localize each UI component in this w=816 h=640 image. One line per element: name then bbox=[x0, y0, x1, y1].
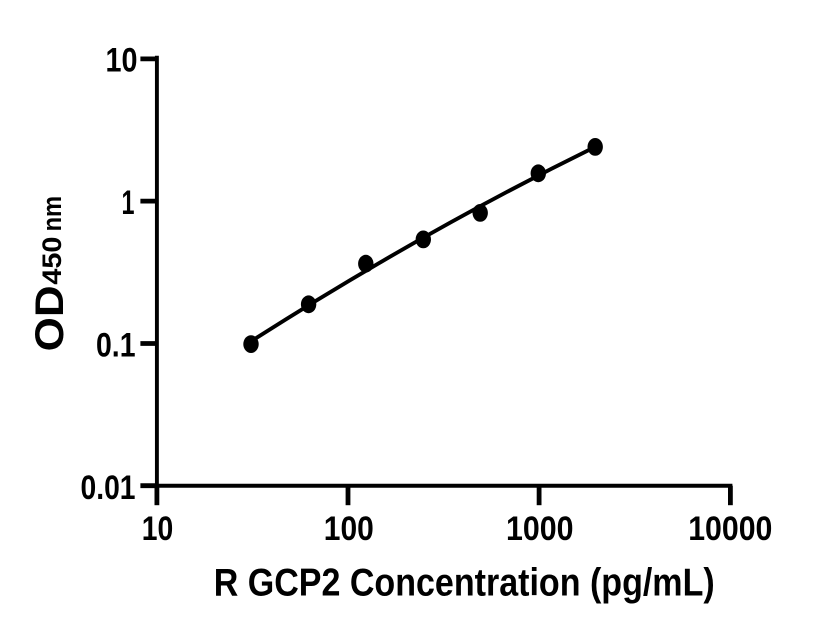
svg-text:R GCP2 Concentration (pg/mL): R GCP2 Concentration (pg/mL) bbox=[214, 562, 715, 605]
svg-text:10000: 10000 bbox=[688, 510, 772, 548]
svg-text:10: 10 bbox=[142, 510, 174, 548]
svg-text:100: 100 bbox=[324, 510, 374, 548]
svg-text:nm: nm bbox=[37, 196, 67, 232]
svg-text:1: 1 bbox=[122, 184, 135, 222]
svg-text:0.1: 0.1 bbox=[96, 326, 136, 364]
svg-text:10: 10 bbox=[106, 41, 138, 79]
svg-text:1000: 1000 bbox=[506, 510, 574, 548]
svg-text:OD: OD bbox=[28, 285, 72, 351]
svg-text:0.01: 0.01 bbox=[81, 469, 136, 507]
svg-text:450: 450 bbox=[37, 237, 67, 285]
